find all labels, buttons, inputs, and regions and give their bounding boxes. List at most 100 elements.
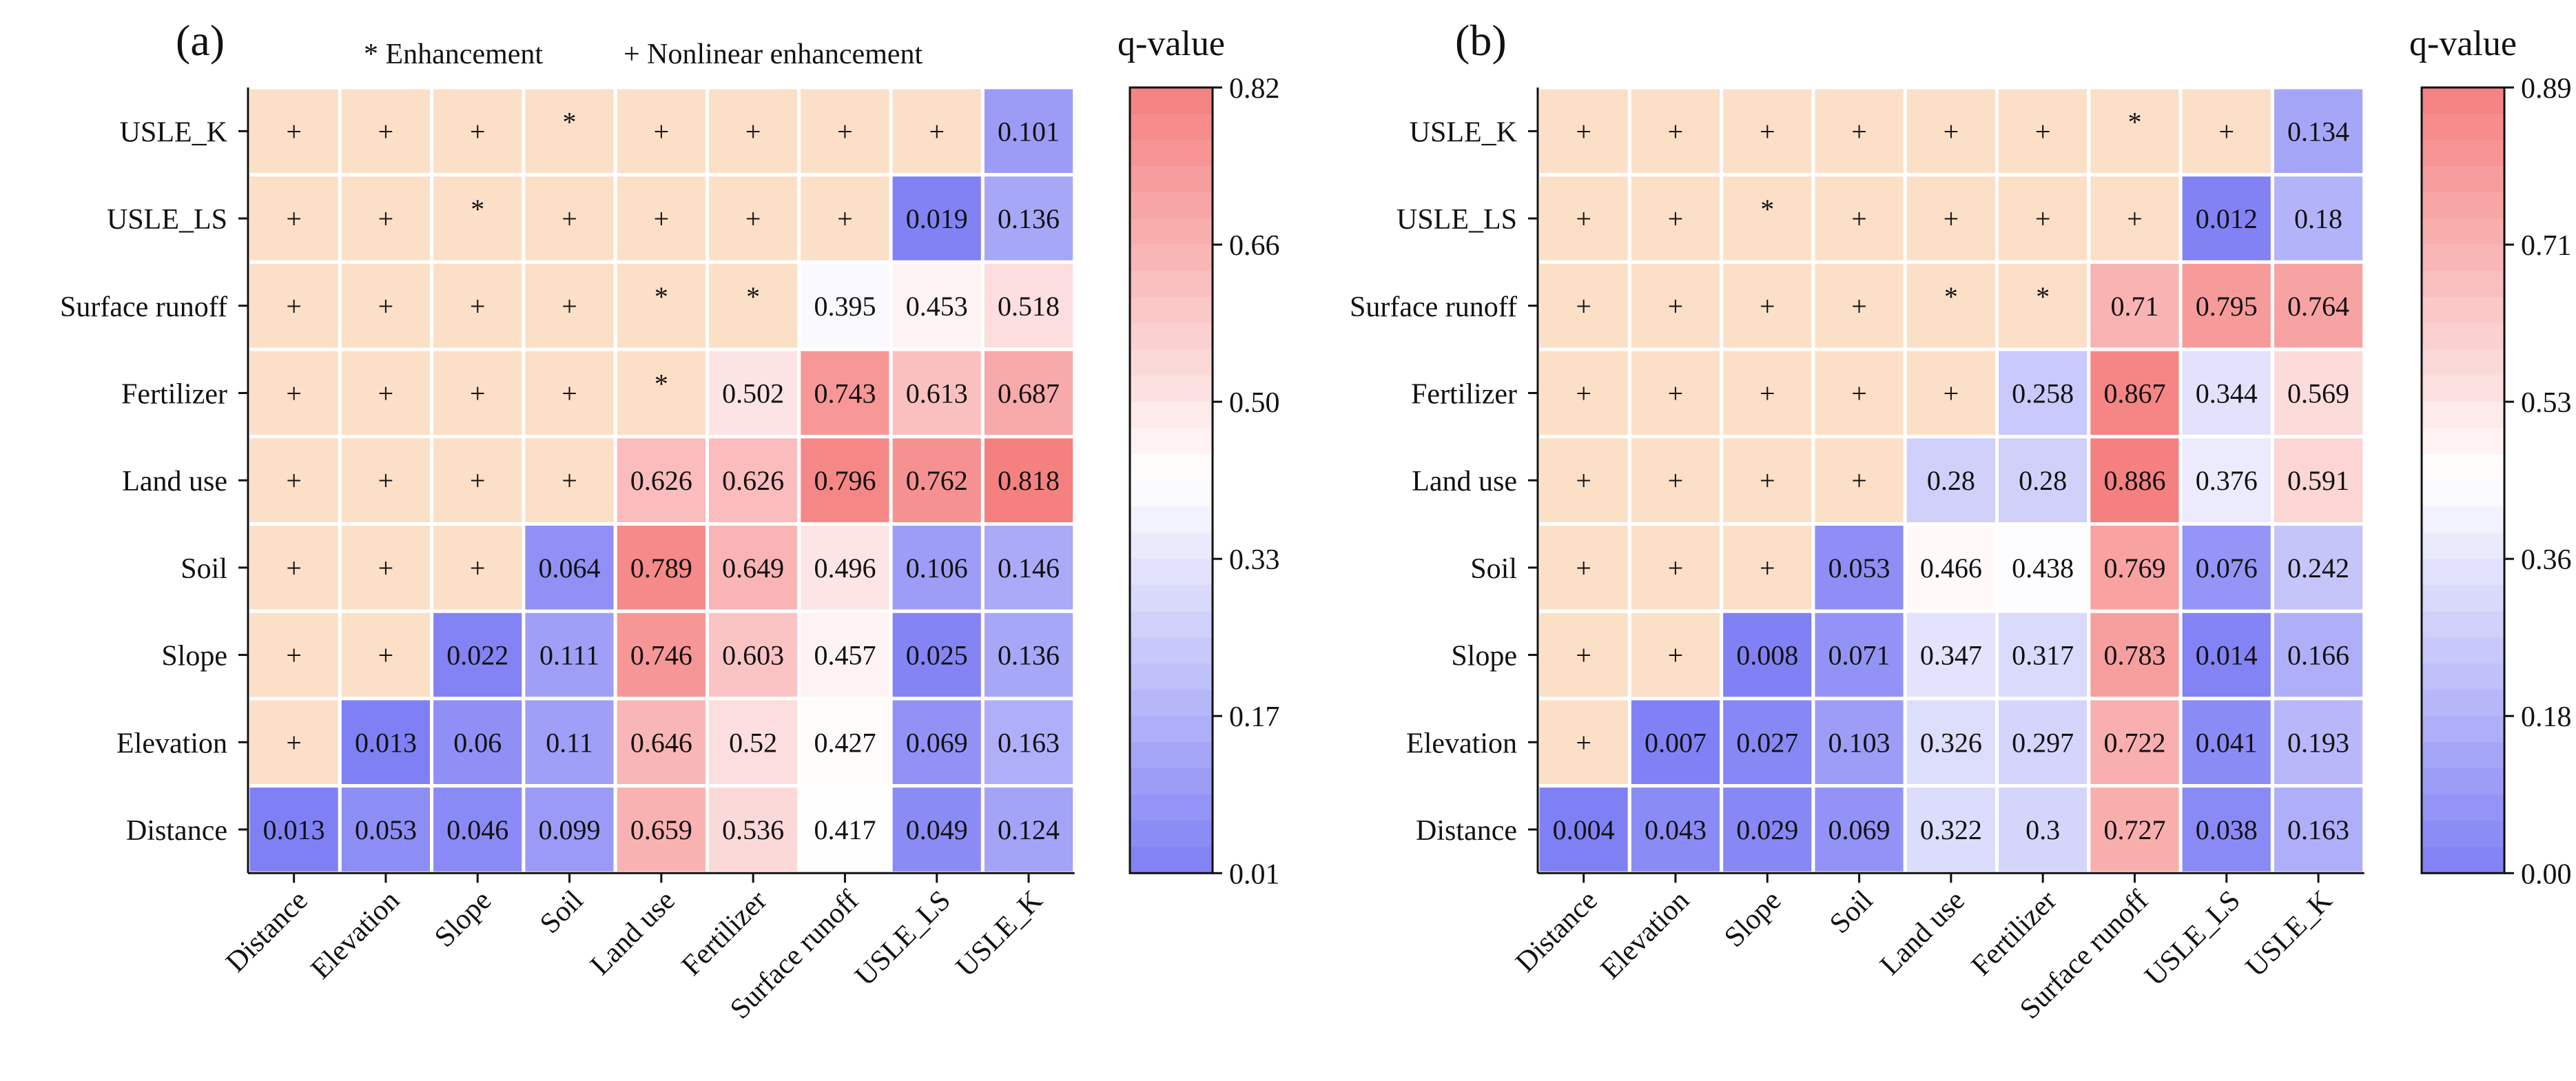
cell-value-label: 0.867 — [2103, 378, 2165, 409]
heatmap-cell — [2270, 173, 2367, 264]
cell-value-label: 0.769 — [2103, 553, 2165, 584]
heatmap-cell — [2178, 522, 2274, 613]
cell-value-label: + — [837, 116, 853, 147]
cell-value-label: + — [378, 465, 394, 496]
cell-value-label: 0.795 — [2196, 291, 2258, 322]
heatmap-cell — [1995, 609, 2091, 701]
cell-value-label: 0.025 — [906, 640, 968, 671]
heatmap-cell — [2270, 697, 2367, 788]
colorbar-segment — [1130, 454, 1213, 481]
cell-value-label: 0.326 — [1920, 727, 1982, 758]
cell-value-label: + — [2035, 116, 2051, 147]
colorbar-segment — [1130, 323, 1213, 350]
colorbar-segment — [2422, 611, 2504, 638]
colorbar-segment — [2422, 480, 2504, 507]
heatmap-cell — [430, 435, 526, 526]
heatmap-cell — [1811, 435, 1907, 526]
legend-nonlinear-enhancement-label: + Nonlinear enhancement — [624, 39, 923, 70]
cell-value-label: 0.496 — [814, 553, 876, 584]
cell-value-label: * — [471, 194, 484, 225]
heatmap-cell — [797, 173, 893, 264]
heatmap-cell — [2178, 260, 2274, 351]
heatmap-grid-b: + + + + + + * +0.134 + + * + + + +0.012 0.18 + + + + * * 0.71 0… — [1536, 85, 2367, 875]
y-tick-label: Soil — [181, 553, 227, 585]
cell-value-label: + — [286, 116, 302, 147]
colorbar-segment — [1130, 663, 1213, 690]
colorbar-segment — [2422, 533, 2504, 559]
axes-b — [1528, 87, 2364, 883]
heatmap-grid-a: + + + * + + + +0.101 + + * + + + +0.019 0.136 + + + + * * 0.39… — [246, 85, 1077, 875]
cell-value-label: 0.322 — [1920, 814, 1982, 845]
cell-value-label: 0.008 — [1736, 640, 1798, 671]
heatmap-cell — [1903, 784, 1999, 875]
cell-value-label: + — [286, 378, 302, 409]
heatmap-cell — [2178, 784, 2274, 875]
cell-value-label: 0.626 — [630, 465, 692, 496]
colorbar-title-b: q-value — [2409, 24, 2517, 63]
y-tick-label: Land use — [122, 466, 227, 497]
colorbar-segment — [1130, 114, 1213, 141]
cell-value-label: * — [563, 106, 577, 137]
colorbar-tick-label: 0.01 — [1229, 858, 1280, 890]
cell-value-label: + — [1760, 291, 1775, 322]
colorbar-segment — [1130, 192, 1213, 219]
cell-value-label: + — [286, 465, 302, 496]
colorbar-segment — [1130, 847, 1213, 874]
cell-value-label: 0.013 — [263, 814, 325, 845]
colorbar-tick-label: 0.33 — [1229, 544, 1280, 576]
cell-value-label: + — [1576, 291, 1591, 322]
colorbar-segment — [2422, 716, 2504, 743]
cell-value-label: 0.453 — [906, 291, 968, 322]
cell-value-label: 0.297 — [2012, 727, 2074, 758]
cell-value-label: 0.069 — [906, 727, 968, 758]
colorbar-segment — [2422, 297, 2504, 324]
cell-value-label: + — [1576, 553, 1591, 584]
cell-value-label: 0.746 — [630, 640, 692, 671]
cell-value-label: 0.166 — [2287, 640, 2349, 671]
cell-value-label: 0.52 — [729, 727, 777, 758]
cell-value-label: 0.022 — [446, 640, 508, 671]
heatmap-cell — [1995, 435, 2091, 526]
heatmap-cell — [1720, 173, 1815, 264]
heatmap-cell — [889, 697, 985, 788]
cell-value-label: + — [378, 116, 394, 147]
cell-value-label: 0.591 — [2287, 465, 2349, 496]
cell-value-label: 0.053 — [355, 814, 417, 845]
colorbar-segment — [2422, 245, 2504, 271]
colorbar-tick-label: 0.50 — [1229, 387, 1280, 419]
colorbar-segment — [2422, 375, 2504, 402]
colorbar-tick-label: 0.36 — [2521, 544, 2572, 576]
y-tick-label: Soil — [1470, 553, 1517, 585]
colorbar-segment — [1130, 533, 1213, 559]
colorbar-segment — [1130, 506, 1213, 533]
cell-value-label: + — [929, 116, 945, 147]
cell-value-label: 0.626 — [722, 465, 784, 496]
cell-value-label: 0.043 — [1645, 814, 1707, 845]
cell-value-label: + — [1576, 203, 1591, 234]
heatmap-cell — [980, 609, 1077, 701]
colorbar-segment — [2422, 140, 2504, 167]
cell-value-label: + — [2218, 116, 2234, 147]
cell-value-label: 0.029 — [1736, 814, 1798, 845]
colorbar-segment — [2422, 114, 2504, 141]
cell-value-label: 0.569 — [2287, 378, 2349, 409]
heatmap-cell — [889, 260, 985, 351]
colorbar-segment — [2422, 585, 2504, 612]
cell-value-label: + — [1760, 378, 1775, 409]
legend-enhancement-label: * Enhancement — [364, 39, 543, 70]
heatmap-cell — [889, 522, 985, 613]
cell-value-label: 0.014 — [2196, 640, 2258, 671]
cell-value-label: 0.376 — [2196, 465, 2258, 496]
colorbar-tick-label: 0.53 — [2521, 387, 2572, 419]
cell-value-label: + — [561, 378, 577, 409]
colorbar-a: 0.82 0.66 0.50 0.33 0.17 0.01 — [1129, 73, 1280, 890]
heatmap-cell — [338, 260, 434, 351]
cell-value-label: + — [378, 640, 394, 671]
cell-value-label: + — [470, 116, 486, 147]
colorbar-segment — [2422, 87, 2504, 114]
heatmap-cell — [2178, 435, 2274, 526]
colorbar-segment — [2422, 821, 2504, 847]
colorbar-title-a: q-value — [1117, 24, 1225, 63]
y-tick-label: Distance — [1416, 815, 1517, 847]
cell-value-label: 0.013 — [355, 727, 417, 758]
